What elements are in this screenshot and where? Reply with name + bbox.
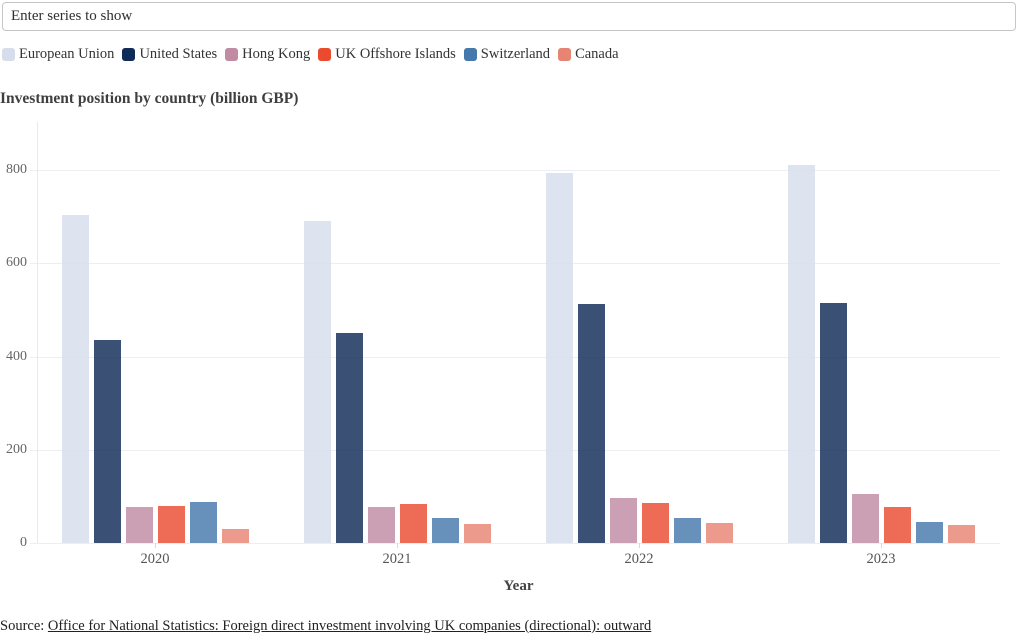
legend-swatch-icon <box>318 48 332 61</box>
bar-european-union <box>61 215 89 543</box>
bar-united-states <box>93 340 121 543</box>
chart-title: Investment position by country (billion … <box>0 90 299 107</box>
bar-uk-offshore-islands <box>883 507 911 543</box>
y-tick-label: 600 <box>6 255 27 271</box>
bar-european-union <box>787 165 815 543</box>
source-link[interactable]: Office for National Statistics: Foreign … <box>47 618 652 634</box>
source-prefix: Source: <box>0 618 48 634</box>
bar-european-union <box>303 221 331 543</box>
bar-uk-offshore-islands <box>399 504 427 543</box>
legend-item[interactable]: Switzerland <box>463 46 551 63</box>
x-axis-label: 2022 <box>624 551 654 567</box>
bar-european-union <box>545 173 573 543</box>
bar-canada <box>705 523 733 543</box>
x-axis-label: 2023 <box>866 551 896 567</box>
bar-switzerland <box>189 502 217 543</box>
bar-united-states <box>335 333 363 543</box>
legend-item[interactable]: European Union <box>2 46 114 63</box>
y-tick-label: 0 <box>20 535 27 550</box>
bar-canada <box>221 529 249 543</box>
gridline <box>30 263 1000 265</box>
bar-canada <box>463 524 491 543</box>
gridline <box>30 356 1000 358</box>
x-axis-label: 2020 <box>140 551 170 567</box>
legend-swatch-icon <box>225 48 239 61</box>
legend-item[interactable]: UK Offshore Islands <box>318 46 456 63</box>
y-tick-label: 400 <box>6 348 27 364</box>
legend: European Union United States Hong Kong UK O… <box>2 46 627 63</box>
legend-swatch-icon <box>2 48 15 61</box>
gridline <box>30 543 1000 544</box>
series-input[interactable] <box>2 2 1016 31</box>
bar-uk-offshore-islands <box>157 506 185 543</box>
legend-item[interactable]: Canada <box>558 46 619 63</box>
y-axis-line <box>37 122 38 543</box>
x-tick <box>881 543 882 548</box>
legend-swatch-icon <box>558 48 572 61</box>
legend-label: United States <box>139 46 218 62</box>
bar-hong-kong <box>367 507 395 543</box>
bar-united-states <box>819 303 847 543</box>
legend-label: UK Offshore Islands <box>335 46 456 62</box>
bar-hong-kong <box>125 507 153 543</box>
x-tick <box>155 543 156 548</box>
legend-label: Switzerland <box>480 46 551 62</box>
legend-label: European Union <box>19 46 115 62</box>
gridline <box>30 170 1000 171</box>
bar-hong-kong <box>851 494 879 543</box>
x-axis-label: 2021 <box>382 551 412 567</box>
bar-switzerland <box>673 518 701 543</box>
legend-item[interactable]: United States <box>122 46 217 63</box>
bar-united-states <box>577 304 605 543</box>
bar-hong-kong <box>609 498 637 543</box>
legend-item[interactable]: Hong Kong <box>225 46 310 63</box>
bar-uk-offshore-islands <box>641 503 669 543</box>
bar-canada <box>947 525 975 543</box>
bar-switzerland <box>431 518 459 543</box>
source-line: Source: Office for National Statistics: … <box>0 618 651 635</box>
bar-switzerland <box>915 522 943 543</box>
legend-swatch-icon <box>122 48 136 61</box>
x-axis-title: Year <box>503 578 534 594</box>
chart-area: 0 200 400 600 800 2020 2021 2022 2023 <box>0 120 1020 575</box>
x-tick <box>639 543 640 548</box>
y-tick-label: 200 <box>6 441 27 457</box>
legend-label: Canada <box>575 46 619 62</box>
legend-swatch-icon <box>463 48 477 61</box>
gridline <box>30 449 1000 451</box>
x-tick <box>397 543 398 548</box>
y-tick-label: 800 <box>6 162 27 177</box>
legend-label: Hong Kong <box>242 46 311 62</box>
